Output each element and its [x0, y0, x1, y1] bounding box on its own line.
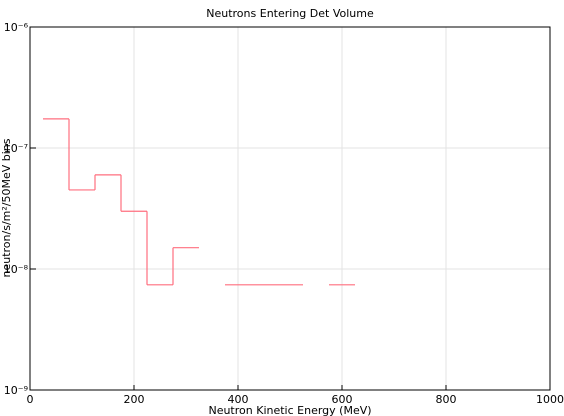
- chart-title: Neutrons Entering Det Volume: [206, 7, 374, 20]
- x-tick-label: 1000: [536, 393, 564, 406]
- x-tick-label: 800: [436, 393, 457, 406]
- y-axis-label: neutron/s/m²/50MeV bins: [0, 138, 13, 277]
- y-tick-label: 10⁻⁶: [4, 21, 29, 34]
- x-tick-label: 600: [332, 393, 353, 406]
- y-tick-label: 10⁻⁷: [4, 142, 28, 155]
- x-axis-label: Neutron Kinetic Energy (MeV): [208, 404, 371, 416]
- plot-area: [30, 27, 550, 390]
- x-tick-label: 200: [124, 393, 145, 406]
- y-tick-label: 10⁻⁹: [4, 384, 28, 397]
- x-tick-label: 400: [228, 393, 249, 406]
- x-tick-label: 0: [27, 393, 34, 406]
- plot-frame: [29, 26, 551, 391]
- y-tick-label: 10⁻⁸: [4, 263, 29, 276]
